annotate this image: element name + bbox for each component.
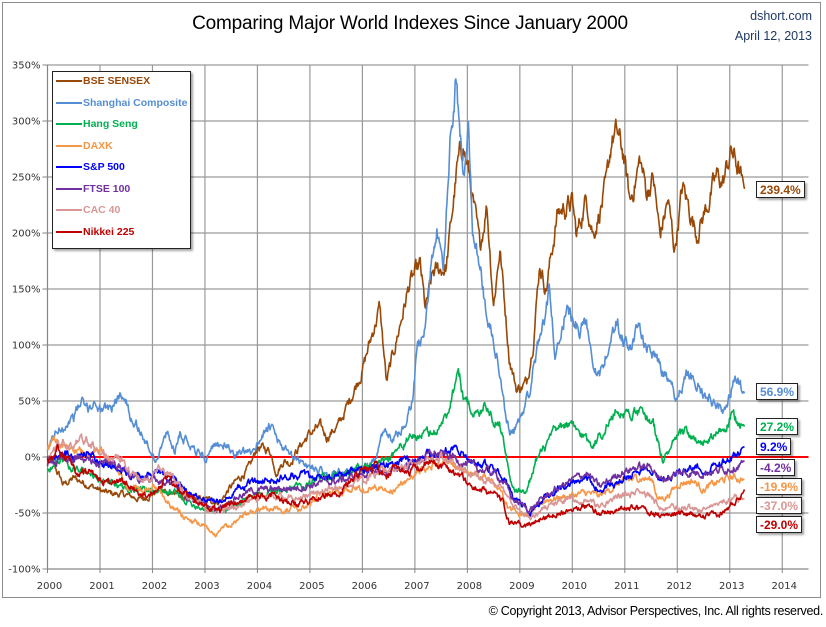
x-tick-label: 2009: [509, 581, 534, 592]
y-tick-label: -50%: [15, 509, 41, 520]
x-tick-label: 2006: [352, 581, 377, 592]
legend-label: S&P 500: [83, 161, 125, 173]
x-tick-label: 2007: [404, 581, 429, 592]
legend-swatch: [56, 123, 82, 125]
y-tick-label: 50%: [18, 397, 40, 408]
legend-swatch: [56, 166, 82, 168]
copyright-notice: © Copyright 2013, Advisor Perspectives, …: [488, 604, 824, 618]
legend-label: BSE SENSEX: [83, 75, 151, 87]
series-line-hang-seng: [46, 367, 746, 514]
y-tick-label: 0%: [25, 453, 41, 464]
end-label-ftse-100: -4.2%: [756, 459, 796, 476]
y-tick-label: 150%: [12, 285, 41, 296]
x-tick-label: 2012: [667, 581, 692, 592]
legend: BSE SENSEX Shanghai Composite Hang Seng …: [52, 71, 191, 249]
end-label-hang-seng: 27.2%: [756, 418, 799, 435]
legend-swatch: [56, 144, 82, 147]
y-tick-label: 200%: [12, 229, 41, 240]
legend-item-bse-sensex: BSE SENSEX: [56, 74, 150, 88]
x-tick-label: 2010: [562, 581, 587, 592]
legend-swatch: [56, 187, 82, 190]
legend-swatch: [56, 209, 82, 211]
chart-title: Comparing Major World Indexes Since Janu…: [192, 13, 628, 34]
end-label-nikkei-225: -29.0%: [756, 516, 803, 533]
axes: [42, 64, 809, 573]
x-tick-label: 2014: [772, 581, 797, 592]
chart-frame: [2, 2, 821, 598]
series-line-bse-sensex: [46, 118, 746, 506]
x-tick-label: 2003: [194, 581, 219, 592]
end-label-daxk: -19.9%: [756, 478, 803, 495]
x-tick-label: 2004: [247, 581, 272, 592]
legend-label: Nikkei 225: [83, 225, 135, 238]
series-line-nikkei-225: [46, 443, 746, 528]
legend-item-shanghai-composite: Shanghai Composite: [56, 96, 187, 110]
legend-item-hang-seng: Hang Seng: [56, 117, 138, 131]
legend-item-nikkei-225: Nikkei 225: [56, 225, 134, 239]
legend-label: DAXK: [83, 139, 113, 152]
series-line-shanghai-composite: [46, 78, 746, 481]
legend-swatch: [56, 230, 82, 233]
date-label: April 12, 2013: [734, 29, 812, 43]
series-line-ftse-100: [46, 448, 746, 514]
x-tick-label: 2002: [142, 581, 167, 592]
source-label: dshort.com: [750, 9, 812, 23]
legend-item-daxk: DAXK: [56, 139, 113, 153]
legend-label: Shanghai Composite: [83, 96, 188, 109]
legend-label: FTSE 100: [83, 182, 131, 195]
x-tick-label: 2013: [719, 581, 744, 592]
legend-item-sp-500: S&P 500: [56, 160, 125, 174]
legend-label: CAC 40: [83, 204, 121, 216]
y-tick-label: 100%: [12, 341, 41, 352]
series-lines: [46, 78, 746, 538]
legend-swatch: [56, 101, 82, 104]
series-line-s-p-500: [46, 444, 745, 517]
y-tick-label: 350%: [12, 61, 41, 72]
series-line-daxk: [46, 435, 745, 538]
x-tick-label: 2001: [89, 581, 114, 592]
series-line-cac-40: [46, 433, 745, 521]
end-label-shanghai-composite: 56.9%: [756, 383, 799, 400]
y-tick-label: -100%: [8, 565, 40, 576]
legend-item-cac-40: CAC 40: [56, 203, 120, 217]
y-tick-label: 300%: [12, 117, 41, 128]
legend-swatch: [56, 80, 82, 82]
end-label-cac-40: -37.0%: [756, 497, 803, 514]
x-tick-label: 2008: [457, 581, 482, 592]
y-tick-label: 250%: [12, 173, 41, 184]
legend-item-ftse-100: FTSE 100: [56, 182, 130, 196]
legend-label: Hang Seng: [83, 118, 138, 130]
x-tick-label: 2011: [614, 581, 639, 592]
tick-labels: 350% 300% 250% 200% 150% 100% 50% 0% -50% -100% 20…: [8, 61, 797, 593]
end-label-bse-sensex: 239.4%: [756, 181, 805, 198]
end-label-sp-500: 9.2%: [756, 438, 792, 455]
x-tick-label: 2005: [299, 581, 324, 592]
x-tick-label: 2000: [37, 581, 62, 592]
